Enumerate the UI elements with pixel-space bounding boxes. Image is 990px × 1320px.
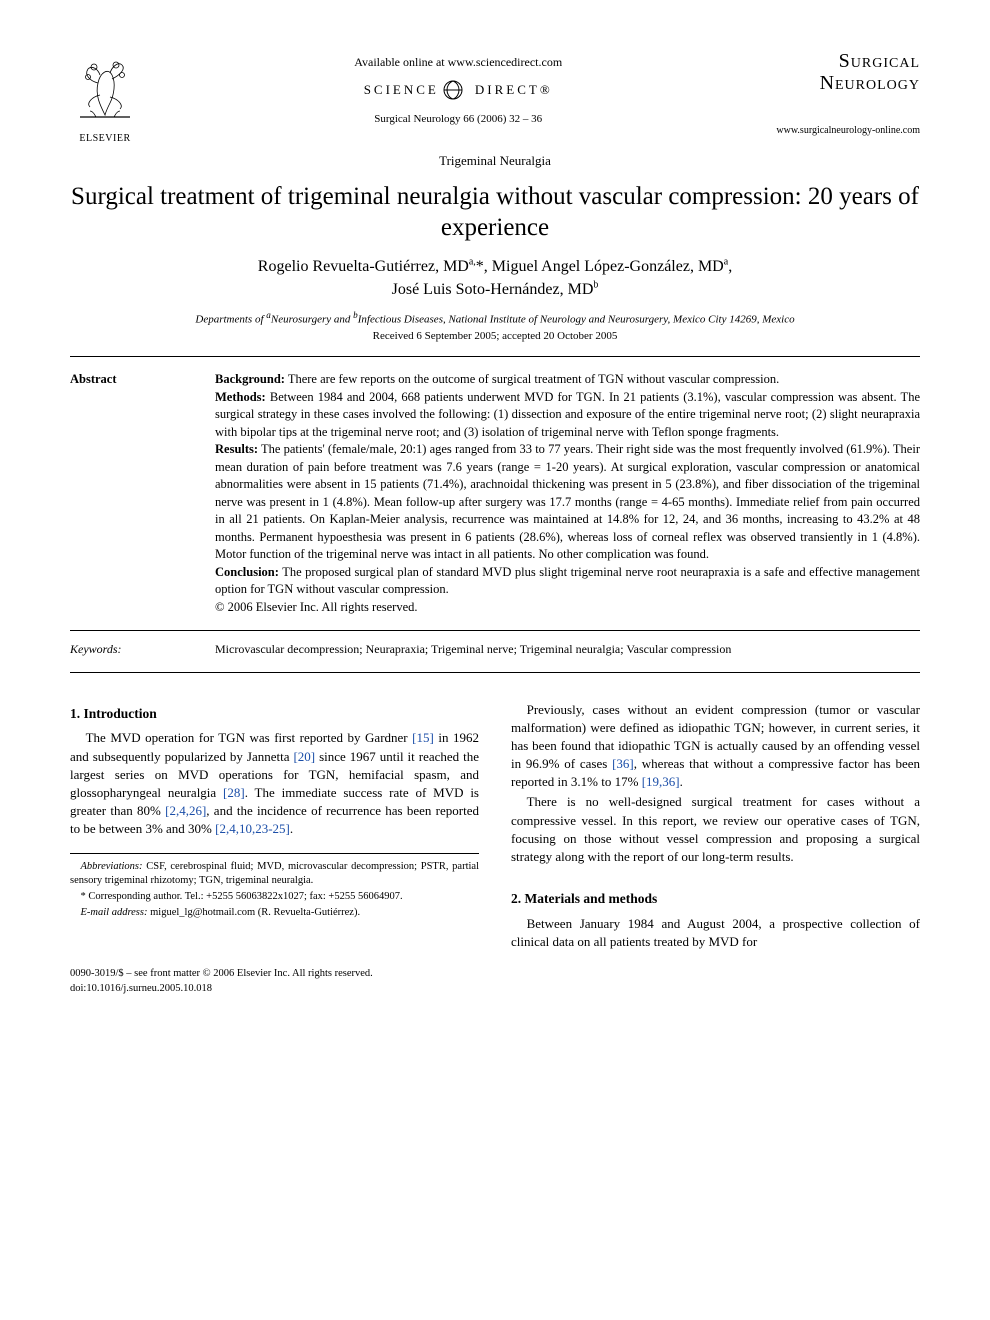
abstract-block: Abstract Background: There are few repor… [70, 363, 920, 624]
footnote-email: E-mail address: miguel_lg@hotmail.com (R… [70, 906, 479, 920]
publisher-block: ELSEVIER [70, 50, 140, 146]
abs-methods-title: Methods: [215, 390, 266, 404]
publisher-name: ELSEVIER [70, 132, 140, 146]
abs-bg-title: Background: [215, 372, 285, 386]
footer-left: 0090-3019/$ – see front matter © 2006 El… [70, 967, 373, 995]
abs-bg: There are few reports on the outcome of … [285, 372, 779, 386]
ref-link[interactable]: [15] [412, 730, 434, 745]
abs-copyright: © 2006 Elsevier Inc. All rights reserved… [215, 600, 418, 614]
rule-bottom [70, 672, 920, 673]
abs-methods: Between 1984 and 2004, 668 patients unde… [215, 390, 920, 439]
keywords-row: Keywords: Microvascular decompression; N… [70, 637, 920, 665]
sciencedirect-icon [443, 80, 471, 100]
available-online-text: Available online at www.sciencedirect.co… [140, 54, 776, 70]
footer-copyright: 0090-3019/$ – see front matter © 2006 El… [70, 968, 373, 979]
footnotes: Abbreviations: CSF, cerebrospinal fluid;… [70, 853, 479, 921]
footnote-abbrev: Abbreviations: CSF, cerebrospinal fluid;… [70, 860, 479, 888]
abs-conclusion: The proposed surgical plan of standard M… [215, 565, 920, 597]
journal-reference: Surgical Neurology 66 (2006) 32 – 36 [140, 112, 776, 127]
ref-link[interactable]: [2,4,10,23-25] [215, 821, 290, 836]
article-title: Surgical treatment of trigeminal neuralg… [70, 181, 920, 244]
article-dates: Received 6 September 2005; accepted 20 O… [70, 329, 920, 344]
authors-line1: Rogelio Revuelta-Gutiérrez, MDa,*, Migue… [258, 258, 732, 275]
affiliations: Departments of aNeurosurgery and bInfect… [70, 309, 920, 328]
journal-box: Surgical Neurology www.surgicalneurology… [776, 50, 920, 138]
authors-line2: José Luis Soto-Hernández, MDb [392, 281, 599, 298]
intro-paragraph: The MVD operation for TGN was first repo… [70, 729, 479, 838]
ref-link[interactable]: [20] [293, 749, 315, 764]
col2-p2: There is no well-designed surgical treat… [511, 793, 920, 866]
journal-name: Surgical Neurology [776, 50, 920, 94]
methods-heading: 2. Materials and methods [511, 890, 920, 909]
body-columns: 1. Introduction The MVD operation for TG… [70, 701, 920, 954]
authors: Rogelio Revuelta-Gutiérrez, MDa,*, Migue… [70, 256, 920, 301]
page-header: ELSEVIER Available online at www.science… [70, 50, 920, 146]
column-right: Previously, cases without an evident com… [511, 701, 920, 954]
keywords-label: Keywords: [70, 641, 175, 657]
footnote-corresponding: * Corresponding author. Tel.: +5255 5606… [70, 890, 479, 904]
methods-p1: Between January 1984 and August 2004, a … [511, 915, 920, 951]
intro-heading: 1. Introduction [70, 705, 479, 724]
footer-doi: doi:10.1016/j.surneu.2005.10.018 [70, 983, 212, 994]
abs-conclusion-title: Conclusion: [215, 565, 279, 579]
sd-right: DIRECT® [475, 81, 553, 99]
rule-mid [70, 630, 920, 631]
ref-link[interactable]: [2,4,26] [165, 803, 206, 818]
abs-results: The patients' (female/male, 20:1) ages r… [215, 442, 920, 561]
sciencedirect-logo: SCIENCE DIRECT® [364, 80, 553, 100]
center-header: Available online at www.sciencedirect.co… [140, 50, 776, 131]
page-footer: 0090-3019/$ – see front matter © 2006 El… [70, 967, 920, 995]
abstract-label: Abstract [70, 371, 175, 616]
ref-link[interactable]: [19,36] [642, 774, 680, 789]
rule-top [70, 356, 920, 357]
ref-link[interactable]: [36] [612, 756, 634, 771]
journal-name-line1: Surgical [839, 50, 920, 72]
abs-results-title: Results: [215, 442, 258, 456]
article-section-label: Trigeminal Neuralgia [70, 152, 920, 170]
ref-link[interactable]: [28] [223, 785, 245, 800]
journal-url: www.surgicalneurology-online.com [776, 124, 920, 138]
sd-left: SCIENCE [364, 81, 439, 99]
column-left: 1. Introduction The MVD operation for TG… [70, 701, 479, 954]
keywords-text: Microvascular decompression; Neurapraxia… [215, 641, 920, 657]
journal-name-line2: Neurology [820, 72, 920, 94]
col2-p1: Previously, cases without an evident com… [511, 701, 920, 792]
elsevier-tree-icon [70, 50, 140, 130]
abstract-body: Background: There are few reports on the… [215, 371, 920, 616]
